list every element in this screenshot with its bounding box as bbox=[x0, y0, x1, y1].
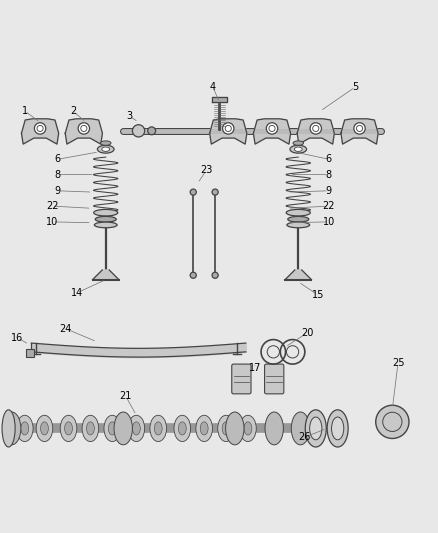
Ellipse shape bbox=[102, 147, 110, 151]
Polygon shape bbox=[211, 97, 227, 102]
Ellipse shape bbox=[95, 216, 116, 222]
Circle shape bbox=[266, 123, 277, 134]
Ellipse shape bbox=[290, 412, 309, 445]
Ellipse shape bbox=[265, 412, 283, 445]
Circle shape bbox=[375, 405, 408, 439]
Ellipse shape bbox=[16, 415, 33, 441]
Circle shape bbox=[132, 125, 145, 137]
Ellipse shape bbox=[104, 415, 120, 441]
Ellipse shape bbox=[309, 417, 321, 440]
Ellipse shape bbox=[100, 141, 111, 146]
Text: 21: 21 bbox=[119, 391, 131, 401]
Text: 6: 6 bbox=[325, 154, 331, 164]
FancyBboxPatch shape bbox=[231, 364, 251, 394]
FancyBboxPatch shape bbox=[264, 364, 283, 394]
Text: 17: 17 bbox=[249, 364, 261, 374]
Ellipse shape bbox=[36, 415, 53, 441]
Circle shape bbox=[34, 123, 46, 134]
Ellipse shape bbox=[292, 141, 303, 146]
Circle shape bbox=[148, 127, 155, 135]
Ellipse shape bbox=[86, 422, 94, 435]
Polygon shape bbox=[21, 119, 59, 144]
Circle shape bbox=[309, 123, 321, 134]
Ellipse shape bbox=[326, 410, 347, 447]
Ellipse shape bbox=[132, 422, 140, 435]
Text: 20: 20 bbox=[300, 328, 312, 338]
Text: 16: 16 bbox=[11, 333, 23, 343]
Circle shape bbox=[190, 189, 196, 195]
Text: 5: 5 bbox=[351, 82, 357, 92]
Text: 3: 3 bbox=[127, 111, 133, 122]
Ellipse shape bbox=[222, 422, 230, 435]
Ellipse shape bbox=[93, 209, 117, 216]
Ellipse shape bbox=[2, 410, 15, 447]
Ellipse shape bbox=[60, 415, 77, 441]
Ellipse shape bbox=[64, 422, 72, 435]
Circle shape bbox=[222, 123, 233, 134]
Polygon shape bbox=[285, 270, 311, 280]
Ellipse shape bbox=[287, 216, 308, 222]
Ellipse shape bbox=[97, 146, 114, 153]
Ellipse shape bbox=[293, 147, 301, 151]
Text: 25: 25 bbox=[391, 358, 403, 368]
Circle shape bbox=[212, 272, 218, 278]
Text: 24: 24 bbox=[59, 324, 71, 334]
Ellipse shape bbox=[239, 415, 256, 441]
Text: 10: 10 bbox=[322, 217, 334, 227]
Ellipse shape bbox=[40, 422, 48, 435]
Ellipse shape bbox=[195, 415, 212, 441]
Ellipse shape bbox=[289, 146, 306, 153]
Ellipse shape bbox=[114, 412, 132, 445]
Ellipse shape bbox=[286, 209, 310, 216]
Ellipse shape bbox=[286, 222, 309, 228]
Text: 22: 22 bbox=[46, 201, 58, 211]
Circle shape bbox=[78, 123, 89, 134]
Text: 22: 22 bbox=[322, 201, 334, 211]
Circle shape bbox=[353, 123, 364, 134]
Polygon shape bbox=[209, 119, 246, 144]
Ellipse shape bbox=[94, 222, 117, 228]
Text: 9: 9 bbox=[54, 186, 60, 196]
Polygon shape bbox=[340, 119, 377, 144]
Ellipse shape bbox=[21, 422, 28, 435]
Ellipse shape bbox=[178, 422, 186, 435]
Ellipse shape bbox=[154, 422, 162, 435]
Text: 23: 23 bbox=[200, 165, 212, 175]
Ellipse shape bbox=[244, 422, 251, 435]
Ellipse shape bbox=[3, 412, 21, 445]
Ellipse shape bbox=[150, 415, 166, 441]
Circle shape bbox=[190, 272, 196, 278]
Text: 10: 10 bbox=[46, 217, 58, 227]
Ellipse shape bbox=[82, 415, 99, 441]
Ellipse shape bbox=[225, 412, 244, 445]
Ellipse shape bbox=[173, 415, 190, 441]
Polygon shape bbox=[297, 119, 334, 144]
Text: 26: 26 bbox=[298, 432, 310, 442]
Polygon shape bbox=[253, 119, 290, 144]
Text: 2: 2 bbox=[70, 106, 76, 116]
Ellipse shape bbox=[304, 410, 325, 447]
Ellipse shape bbox=[108, 422, 116, 435]
Text: 6: 6 bbox=[54, 154, 60, 164]
Text: 8: 8 bbox=[325, 169, 331, 180]
Circle shape bbox=[212, 189, 218, 195]
Ellipse shape bbox=[217, 415, 234, 441]
Bar bbox=[25, 349, 33, 357]
Text: 15: 15 bbox=[311, 290, 323, 300]
Polygon shape bbox=[92, 270, 119, 280]
Text: 1: 1 bbox=[21, 106, 28, 116]
Polygon shape bbox=[65, 119, 102, 144]
Ellipse shape bbox=[128, 415, 145, 441]
Text: 4: 4 bbox=[209, 82, 215, 92]
Ellipse shape bbox=[200, 422, 208, 435]
Ellipse shape bbox=[331, 417, 343, 440]
Text: 8: 8 bbox=[54, 169, 60, 180]
Text: 9: 9 bbox=[325, 186, 331, 196]
Text: 14: 14 bbox=[71, 288, 83, 298]
